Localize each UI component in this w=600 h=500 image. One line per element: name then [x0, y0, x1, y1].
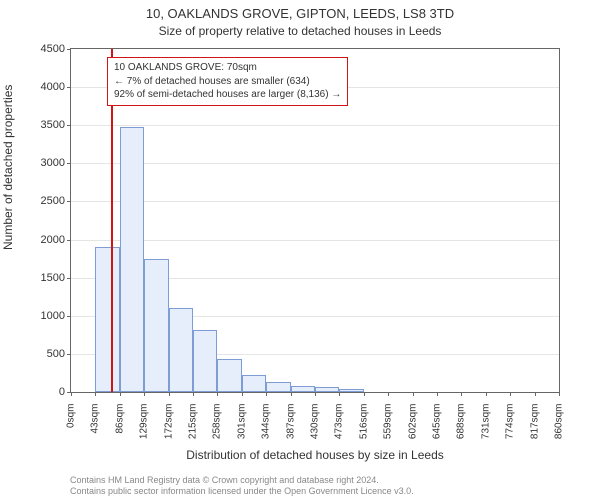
xtick-mark: [315, 392, 316, 396]
gridline: [71, 125, 559, 126]
ytick-label: 1500: [41, 272, 65, 284]
xtick-mark: [559, 392, 560, 396]
xtick-mark: [364, 392, 365, 396]
ytick-mark: [67, 240, 71, 241]
histogram-bar: [339, 389, 363, 392]
chart-container: 10, OAKLANDS GROVE, GIPTON, LEEDS, LS8 3…: [0, 0, 600, 500]
xtick-label: 860sqm: [554, 404, 565, 440]
ytick-label: 3500: [41, 119, 65, 131]
xtick-label: 817sqm: [529, 404, 540, 440]
xtick-mark: [388, 392, 389, 396]
xtick-label: 559sqm: [383, 404, 394, 440]
xtick-label: 43sqm: [90, 404, 101, 434]
ytick-mark: [67, 201, 71, 202]
xtick-mark: [413, 392, 414, 396]
xtick-label: 86sqm: [114, 404, 125, 434]
xtick-mark: [144, 392, 145, 396]
histogram-bar: [242, 375, 266, 392]
chart-title: 10, OAKLANDS GROVE, GIPTON, LEEDS, LS8 3…: [0, 6, 600, 21]
chart-subtitle: Size of property relative to detached ho…: [0, 24, 600, 38]
histogram-bar: [315, 387, 339, 392]
xtick-label: 387sqm: [285, 404, 296, 440]
xtick-mark: [437, 392, 438, 396]
histogram-bar: [291, 386, 315, 392]
histogram-bar: [120, 127, 144, 392]
gridline: [71, 240, 559, 241]
xtick-label: 645sqm: [432, 404, 443, 440]
histogram-bar: [144, 259, 168, 392]
xtick-label: 215sqm: [188, 404, 199, 440]
histogram-bar: [266, 382, 290, 392]
xtick-label: 430sqm: [310, 404, 321, 440]
xtick-mark: [193, 392, 194, 396]
plot-area: 0500100015002000250030003500400045000sqm…: [70, 48, 560, 393]
y-axis-label: Number of detached properties: [1, 85, 15, 250]
xtick-label: 602sqm: [407, 404, 418, 440]
xtick-label: 344sqm: [261, 404, 272, 440]
xtick-mark: [461, 392, 462, 396]
ytick-label: 0: [59, 386, 65, 398]
annotation-line2: ← 7% of detached houses are smaller (634…: [114, 75, 341, 89]
xtick-label: 473sqm: [334, 404, 345, 440]
xtick-mark: [535, 392, 536, 396]
ytick-mark: [67, 278, 71, 279]
ytick-mark: [67, 125, 71, 126]
xtick-label: 731sqm: [480, 404, 491, 440]
ytick-mark: [67, 354, 71, 355]
footer-line1: Contains HM Land Registry data © Crown c…: [70, 475, 560, 487]
x-axis-label: Distribution of detached houses by size …: [70, 448, 560, 462]
ytick-label: 2500: [41, 195, 65, 207]
xtick-mark: [486, 392, 487, 396]
xtick-mark: [169, 392, 170, 396]
xtick-mark: [291, 392, 292, 396]
xtick-label: 129sqm: [139, 404, 150, 440]
xtick-label: 0sqm: [66, 404, 77, 428]
xtick-mark: [510, 392, 511, 396]
ytick-label: 1000: [41, 310, 65, 322]
ytick-mark: [67, 49, 71, 50]
ytick-label: 4000: [41, 81, 65, 93]
ytick-mark: [67, 87, 71, 88]
gridline: [71, 201, 559, 202]
xtick-mark: [266, 392, 267, 396]
xtick-mark: [217, 392, 218, 396]
xtick-mark: [242, 392, 243, 396]
xtick-label: 172sqm: [163, 404, 174, 440]
ytick-label: 2000: [41, 234, 65, 246]
footer: Contains HM Land Registry data © Crown c…: [70, 475, 560, 498]
xtick-mark: [71, 392, 72, 396]
annotation-line1: 10 OAKLANDS GROVE: 70sqm: [114, 61, 341, 75]
histogram-bar: [217, 359, 241, 392]
xtick-mark: [95, 392, 96, 396]
ytick-label: 500: [47, 348, 65, 360]
xtick-mark: [120, 392, 121, 396]
xtick-mark: [339, 392, 340, 396]
histogram-bar: [193, 330, 217, 393]
xtick-label: 516sqm: [358, 404, 369, 440]
ytick-mark: [67, 163, 71, 164]
ytick-label: 4500: [41, 43, 65, 55]
ytick-mark: [67, 316, 71, 317]
xtick-label: 258sqm: [212, 404, 223, 440]
histogram-bar: [169, 308, 193, 392]
gridline: [71, 163, 559, 164]
xtick-label: 301sqm: [236, 404, 247, 440]
histogram-bar: [95, 247, 119, 392]
xtick-label: 688sqm: [456, 404, 467, 440]
footer-line2: Contains public sector information licen…: [70, 486, 560, 498]
ytick-label: 3000: [41, 157, 65, 169]
xtick-label: 774sqm: [505, 404, 516, 440]
annotation-line3: 92% of semi-detached houses are larger (…: [114, 88, 341, 102]
annotation-box: 10 OAKLANDS GROVE: 70sqm ← 7% of detache…: [107, 57, 348, 106]
